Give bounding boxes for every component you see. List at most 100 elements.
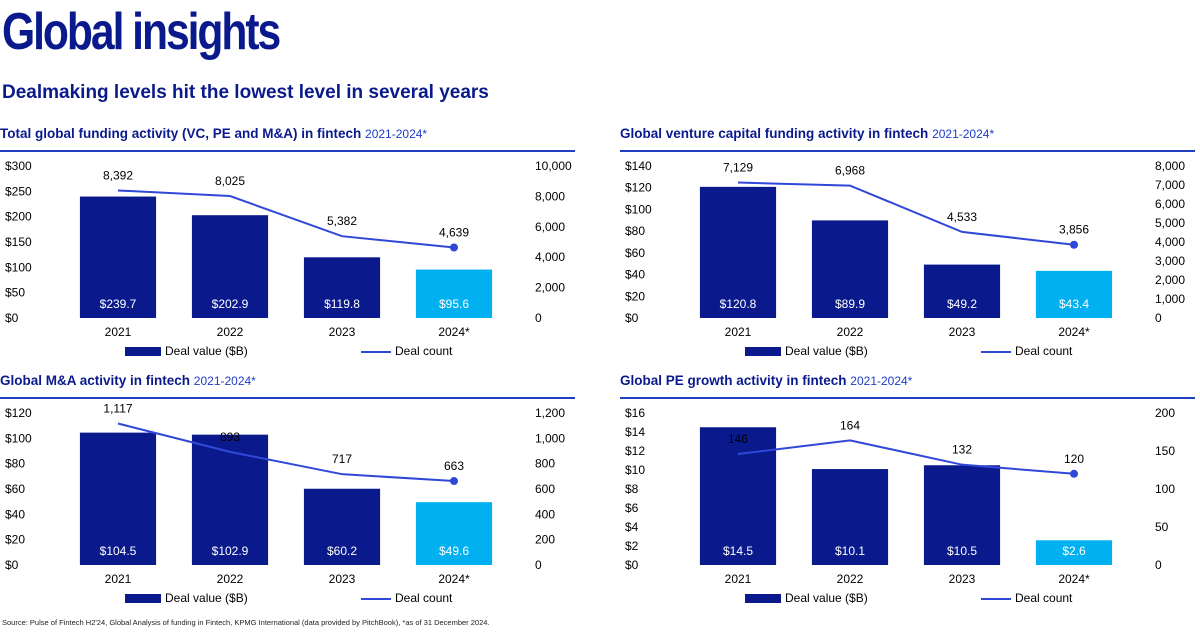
deal-count-line (117, 422, 455, 483)
bar-value-label: $2.6 (1062, 544, 1086, 558)
chart-title: Total global funding activity (VC, PE an… (0, 126, 427, 141)
deal-count-label: 164 (840, 418, 860, 432)
y2-tick-label: 1,200 (535, 406, 565, 420)
chart-pe-growth: $0 $2 $4 $6 $8 $10 $12 $14 $16 0 50 100 150 200 $14.5 2… (625, 406, 1175, 586)
y-tick-label: $140 (625, 159, 652, 173)
y-tick-label: $50 (5, 286, 25, 300)
y-tick-label: $100 (5, 431, 32, 445)
bar (811, 469, 889, 565)
chart-title-text: Global M&A activity in fintech (0, 373, 191, 388)
deal-count-label: 4,533 (947, 210, 977, 224)
bar (303, 488, 381, 565)
y2-tick-label: 5,000 (1155, 216, 1185, 230)
bar-value-label: $14.5 (723, 544, 753, 558)
y2-tick-label: 2,000 (535, 281, 565, 295)
deal-count-label: 6,968 (835, 164, 865, 178)
bar-value-label: $95.6 (439, 297, 469, 311)
bar-value-label: $43.4 (1059, 297, 1089, 311)
chart-title-years: 2021-2024* (365, 127, 428, 141)
legend-bar-swatch (125, 594, 161, 604)
deal-count-label: 8,025 (215, 174, 245, 188)
bar-value-label: $60.2 (327, 544, 357, 558)
chart-title-years: 2021-2024* (932, 127, 995, 141)
deal-count-label: 4,639 (439, 225, 469, 239)
y-tick-label: $100 (625, 202, 652, 216)
y-tick-label: $40 (625, 268, 645, 282)
legend-line-swatch (361, 597, 391, 600)
y-tick-label: $60 (5, 482, 25, 496)
bar (699, 186, 777, 318)
y-tick-label: $16 (625, 406, 645, 420)
chart-panel-vc-funding: Global venture capital funding activity … (620, 126, 1195, 366)
legend-line-label: Deal count (1015, 344, 1073, 358)
legend-bar-label: Deal value ($B) (785, 591, 868, 605)
divider (620, 150, 1195, 152)
y2-tick-label: 1,000 (535, 431, 565, 445)
y2-tick-label: 2,000 (1155, 273, 1185, 287)
y-tick-label: $40 (5, 507, 25, 521)
x-tick-label: 2024* (438, 572, 470, 586)
divider (620, 397, 1195, 399)
y2-tick-label: 100 (1155, 482, 1175, 496)
y-tick-label: $200 (5, 210, 32, 224)
deal-count-label: 132 (952, 443, 972, 457)
y-tick-label: $0 (625, 558, 639, 572)
y2-tick-label: 50 (1155, 520, 1169, 534)
divider (0, 397, 575, 399)
x-tick-label: 2023 (329, 572, 356, 586)
bar (923, 465, 1001, 565)
y2-tick-label: 400 (535, 507, 555, 521)
bar-value-label: $49.6 (439, 544, 469, 558)
bar-value-label: $239.7 (100, 297, 137, 311)
divider (0, 150, 575, 152)
chart-ma: $0 $20 $40 $60 $80 $100 $120 0 200 400 600 800 1,000… (5, 402, 565, 586)
y2-tick-label: 0 (535, 311, 542, 325)
y-tick-label: $8 (625, 482, 639, 496)
y2-tick-label: 0 (1155, 558, 1162, 572)
x-tick-label: 2022 (217, 572, 244, 586)
chart-panel-pe-growth: Global PE growth activity in fintech 202… (620, 373, 1195, 613)
bar (923, 264, 1001, 318)
chart-title-text: Global PE growth activity in fintech (620, 373, 847, 388)
legend-line-label: Deal count (1015, 591, 1073, 605)
deal-count-label: 893 (220, 430, 240, 444)
y-tick-label: $20 (5, 533, 25, 547)
y-tick-label: $10 (625, 463, 645, 477)
bar (415, 269, 493, 318)
y-tick-label: $12 (625, 444, 645, 458)
bar (79, 432, 157, 565)
legend-line-swatch (361, 350, 391, 353)
chart-title: Global M&A activity in fintech 2021-2024… (0, 373, 256, 388)
page-title: Global insights (2, 3, 281, 61)
bar-value-label: $10.5 (947, 544, 977, 558)
deal-count-line (117, 189, 455, 249)
x-tick-label: 2021 (725, 325, 752, 339)
bar (1035, 540, 1113, 565)
chart-title-text: Global venture capital funding activity … (620, 126, 929, 141)
legend-bar-label: Deal value ($B) (785, 344, 868, 358)
legend-line-label: Deal count (395, 344, 453, 358)
y-tick-label: $20 (625, 289, 645, 303)
y2-tick-label: 10,000 (535, 159, 572, 173)
y2-tick-label: 600 (535, 482, 555, 496)
page-subtitle: Dealmaking levels hit the lowest level i… (2, 82, 489, 103)
y2-tick-label: 200 (535, 533, 555, 547)
bar-value-label: $49.2 (947, 297, 977, 311)
bar-value-label: $202.9 (212, 297, 249, 311)
bar-value-label: $119.8 (324, 297, 360, 311)
bar-value-label: $120.8 (720, 297, 757, 311)
x-tick-label: 2023 (329, 325, 356, 339)
y2-tick-label: 8,000 (1155, 159, 1185, 173)
deal-count-label: 7,129 (723, 161, 753, 175)
x-tick-label: 2023 (949, 572, 976, 586)
x-tick-label: 2021 (105, 325, 132, 339)
y-tick-label: $6 (625, 501, 639, 515)
bar (191, 215, 269, 318)
x-tick-label: 2022 (837, 325, 864, 339)
y-tick-label: $2 (625, 539, 639, 553)
legend-line-label: Deal count (395, 591, 453, 605)
y2-tick-label: 7,000 (1155, 178, 1185, 192)
y-tick-label: $250 (5, 184, 32, 198)
chart-title: Global PE growth activity in fintech 202… (620, 373, 912, 388)
bar (811, 220, 889, 318)
